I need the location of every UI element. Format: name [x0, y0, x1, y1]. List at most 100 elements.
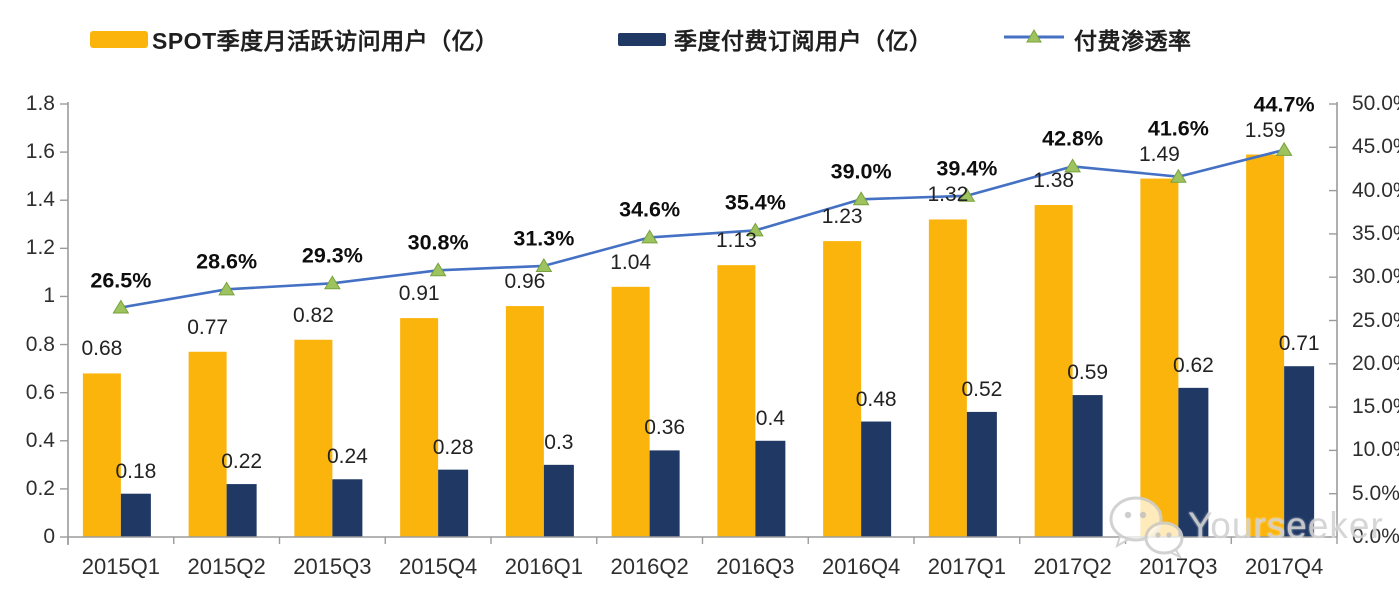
mau-value-label: 1.59: [1244, 118, 1286, 142]
penetration-label: 28.6%: [196, 249, 258, 274]
subs-value-label: 0.36: [644, 416, 686, 440]
x-axis-label: 2017Q2: [1033, 554, 1112, 579]
subs-value-label: 0.18: [115, 459, 157, 483]
penetration-marker: [852, 191, 870, 206]
left-axis-label: 1.8: [25, 92, 55, 115]
legend-line-marker-swatch: [1002, 28, 1066, 51]
penetration-marker: [323, 275, 341, 290]
x-axis-label: 2017Q1: [927, 554, 1007, 579]
subs-value-label: 0.3: [544, 430, 574, 454]
subs-value-label: 0.59: [1067, 361, 1109, 385]
mau-value-label: 1.13: [715, 229, 757, 253]
legend-item-penetration: 付费渗透率: [1002, 22, 1192, 56]
right-axis-label: 0.0%: [1352, 525, 1399, 548]
subs-bar: [120, 493, 151, 537]
subs-bar: [966, 411, 997, 537]
subs-bar: [861, 421, 892, 537]
mau-value-label: 0.82: [292, 303, 334, 327]
mau-value-label: 0.96: [504, 270, 546, 294]
penetration-label: 35.4%: [724, 190, 786, 215]
legend-label-mau: SPOT季度月活跃访问用户（亿）: [152, 28, 499, 54]
left-axis-label: 0.6: [25, 380, 55, 404]
mau-value-label: 0.91: [398, 282, 440, 306]
mau-bar: [82, 373, 121, 537]
subs-value-label: 0.22: [221, 450, 263, 474]
legend-label-penetration: 付费渗透率: [1074, 28, 1192, 54]
mau-bar: [928, 219, 967, 537]
penetration-marker: [641, 229, 659, 244]
legend-label-subs: 季度付费订阅用户（亿）: [674, 28, 933, 54]
penetration-label: 39.0%: [830, 159, 892, 184]
x-axis-label: 2015Q4: [398, 554, 478, 579]
subs-bar: [226, 484, 257, 537]
right-axis-label: 25.0%: [1352, 308, 1399, 332]
legend-swatch-mau: [90, 30, 148, 48]
left-axis-label: 0.2: [25, 476, 55, 500]
x-axis-label: 2015Q1: [81, 554, 161, 579]
line-triangle-marker-icon: [1004, 28, 1064, 42]
subs-value-label: 0.4: [755, 406, 785, 430]
subs-value-label: 0.71: [1278, 332, 1320, 356]
penetration-label: 26.5%: [90, 268, 152, 292]
penetration-label: 42.8%: [1042, 126, 1104, 151]
right-axis-label: 35.0%: [1352, 221, 1399, 245]
left-axis-label: 0.8: [25, 332, 55, 356]
legend-item-subs: 季度付费订阅用户（亿）: [618, 22, 933, 56]
penetration-marker: [746, 222, 764, 237]
mau-bar: [1140, 178, 1179, 538]
subs-bar: [1284, 366, 1315, 537]
right-axis-label: 30.0%: [1352, 265, 1399, 289]
right-axis-label: 40.0%: [1352, 178, 1399, 202]
penetration-label: 41.6%: [1147, 116, 1209, 141]
left-axis-label: 1.6: [25, 140, 55, 164]
penetration-marker: [958, 187, 976, 202]
mau-bar: [188, 351, 227, 537]
left-axis-label: 0: [43, 525, 55, 548]
penetration-marker: [218, 281, 236, 296]
x-axis-label: 2017Q4: [1244, 554, 1324, 579]
subs-value-label: 0.28: [432, 435, 474, 459]
mau-value-label: 1.32: [927, 183, 969, 207]
penetration-marker: [1169, 168, 1187, 183]
penetration-marker: [112, 299, 130, 314]
mau-bar: [505, 306, 544, 537]
subs-value-label: 0.62: [1172, 353, 1214, 377]
penetration-line: [120, 148, 1285, 309]
right-axis-label: 10.0%: [1352, 438, 1399, 462]
penetration-label: 31.3%: [513, 226, 575, 251]
x-axis-label: 2015Q2: [187, 554, 266, 579]
penetration-marker: [1275, 141, 1293, 156]
left-axis-label: 1: [43, 284, 55, 308]
right-axis-label: 20.0%: [1352, 351, 1399, 375]
mau-value-label: 0.68: [81, 337, 123, 361]
left-axis-label: 1.4: [25, 188, 55, 212]
legend-swatch-subs: [618, 32, 666, 46]
penetration-label: 39.4%: [936, 156, 998, 181]
subs-bar: [1178, 387, 1209, 537]
subs-bar: [755, 440, 786, 537]
legend-item-mau: SPOT季度月活跃访问用户（亿）: [90, 22, 499, 56]
mau-bar: [1246, 154, 1285, 537]
subs-value-label: 0.24: [326, 445, 368, 469]
penetration-label: 44.7%: [1253, 92, 1315, 117]
mau-value-label: 0.77: [187, 315, 229, 339]
mau-bar: [611, 286, 650, 537]
penetration-marker: [1064, 158, 1082, 173]
subs-value-label: 0.48: [855, 387, 897, 411]
subs-bar: [438, 469, 469, 537]
x-axis-label: 2015Q3: [293, 554, 372, 579]
right-axis-label: 50.0%: [1352, 92, 1399, 115]
x-axis-label: 2016Q1: [504, 554, 584, 579]
x-axis-label: 2016Q4: [821, 554, 901, 579]
left-axis-label: 0.4: [25, 428, 55, 452]
right-axis-label: 45.0%: [1352, 135, 1399, 159]
mau-bar: [400, 318, 439, 537]
mau-value-label: 1.38: [1033, 169, 1075, 193]
right-axis-label: 5.0%: [1352, 481, 1399, 505]
mau-value-label: 1.49: [1138, 142, 1180, 166]
subs-bar: [543, 464, 574, 537]
mau-bar: [717, 265, 756, 537]
penetration-marker: [535, 257, 553, 272]
